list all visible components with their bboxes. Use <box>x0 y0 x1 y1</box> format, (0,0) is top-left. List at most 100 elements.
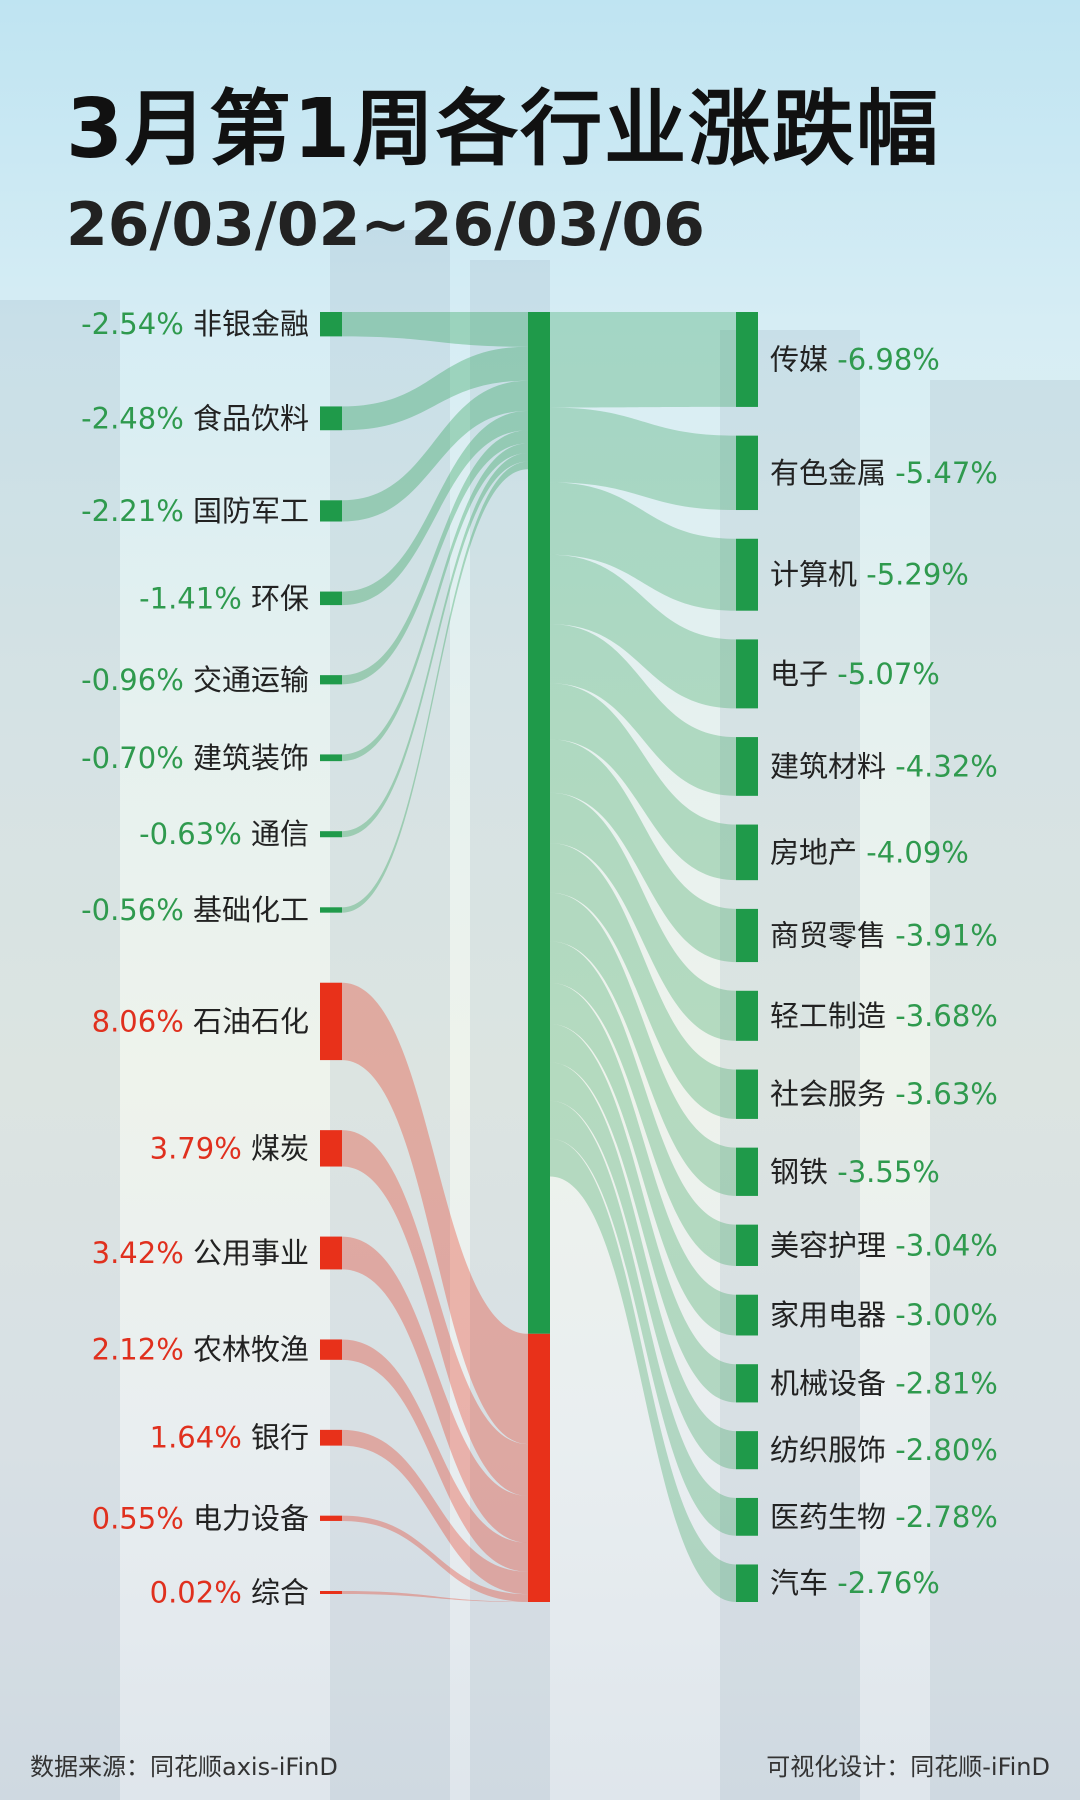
left-node-15 <box>320 1591 342 1594</box>
right-node-7 <box>736 908 758 963</box>
right-label-1: 传媒 -6.98% <box>770 342 940 376</box>
nodes <box>320 312 758 1602</box>
left-link-14 <box>342 1515 528 1602</box>
left-node-2 <box>320 406 342 431</box>
left-label-8: -0.56% 基础化工 <box>81 893 309 927</box>
right-node-4 <box>736 639 758 709</box>
right-link-5 <box>550 624 736 796</box>
data-source-note: 数据来源：同花顺axis-iFinD <box>30 1753 338 1781</box>
left-node-12 <box>320 1339 342 1360</box>
right-node-3 <box>736 538 758 611</box>
right-link-1 <box>550 312 736 408</box>
left-node-9 <box>320 982 342 1061</box>
left-link-9 <box>342 982 528 1445</box>
right-label-15: 医药生物 -2.78% <box>770 1500 998 1534</box>
left-node-14 <box>320 1515 342 1521</box>
left-label-15: 0.02% 综合 <box>150 1576 309 1610</box>
left-link-3 <box>342 380 528 522</box>
right-label-13: 机械设备 -2.81% <box>770 1366 998 1400</box>
right-label-8: 轻工制造 -3.68% <box>770 999 998 1033</box>
right-node-5 <box>736 737 758 796</box>
left-label-4: -1.41% 环保 <box>139 581 309 615</box>
right-node-10 <box>736 1147 758 1196</box>
right-node-9 <box>736 1069 758 1119</box>
right-link-3 <box>550 482 736 611</box>
left-label-13: 1.64% 银行 <box>150 1421 309 1455</box>
right-link-2 <box>550 407 736 511</box>
right-link-9 <box>550 843 736 1119</box>
left-label-14: 0.55% 电力设备 <box>92 1501 309 1535</box>
left-link-4 <box>342 410 528 606</box>
left-link-8 <box>342 461 528 913</box>
left-node-10 <box>320 1130 342 1167</box>
right-label-3: 计算机 -5.29% <box>770 558 969 592</box>
right-label-2: 有色金属 -5.47% <box>770 456 998 490</box>
right-label-6: 房地产 -4.09% <box>770 835 969 869</box>
right-link-12 <box>550 982 736 1336</box>
right-node-6 <box>736 824 758 881</box>
right-label-16: 汽车 -2.76% <box>770 1566 940 1600</box>
left-link-11 <box>342 1236 528 1543</box>
right-link-6 <box>550 683 736 881</box>
left-link-1 <box>342 312 528 347</box>
left-label-3: -2.21% 国防军工 <box>81 494 309 528</box>
left-link-6 <box>342 443 528 762</box>
right-node-8 <box>736 990 758 1041</box>
left-label-7: -0.63% 通信 <box>139 817 309 851</box>
date-range-subtitle: 26/03/02~26/03/06 <box>66 190 705 260</box>
left-node-7 <box>320 831 342 838</box>
page-title: 3月第1周各行业涨跌幅 <box>66 82 941 177</box>
left-node-6 <box>320 754 342 762</box>
left-node-13 <box>320 1429 342 1446</box>
left-link-15 <box>342 1591 528 1602</box>
left-node-1 <box>320 312 342 337</box>
right-node-16 <box>736 1564 758 1602</box>
left-link-7 <box>342 452 528 838</box>
design-credit: 可视化设计：同花顺-iFinD <box>766 1753 1050 1781</box>
right-label-12: 家用电器 -3.00% <box>770 1298 998 1332</box>
left-node-8 <box>320 907 342 913</box>
right-link-13 <box>550 1023 736 1403</box>
right-node-12 <box>736 1294 758 1336</box>
left-link-2 <box>342 346 528 431</box>
right-link-16 <box>550 1138 736 1602</box>
right-link-15 <box>550 1100 736 1536</box>
right-node-14 <box>736 1431 758 1470</box>
left-node-4 <box>320 591 342 606</box>
left-label-9: 8.06% 石油石化 <box>92 1004 309 1038</box>
right-label-11: 美容护理 -3.04% <box>770 1228 998 1262</box>
center-node-down <box>528 312 550 1334</box>
left-link-12 <box>342 1339 528 1572</box>
left-label-10: 3.79% 煤炭 <box>150 1131 309 1165</box>
left-node-11 <box>320 1236 342 1270</box>
left-label-12: 2.12% 农林牧渔 <box>92 1333 309 1367</box>
left-node-3 <box>320 500 342 522</box>
center-node-up <box>528 1333 550 1602</box>
right-label-5: 建筑材料 -4.32% <box>770 749 998 783</box>
left-label-2: -2.48% 食品饮料 <box>81 401 309 435</box>
left-label-11: 3.42% 公用事业 <box>92 1236 309 1270</box>
labels: -2.54% 非银金融 -2.48% 食品饮料 -2.21% 国防军工 -1.41% … <box>81 307 998 1609</box>
right-label-14: 纺织服饰 -2.80% <box>770 1433 998 1467</box>
left-label-5: -0.96% 交通运输 <box>81 663 309 697</box>
right-node-15 <box>736 1497 758 1536</box>
right-node-1 <box>736 312 758 407</box>
left-link-13 <box>342 1429 528 1595</box>
right-link-7 <box>550 739 736 963</box>
right-node-13 <box>736 1364 758 1403</box>
left-link-5 <box>342 430 528 685</box>
right-node-2 <box>736 435 758 511</box>
right-link-14 <box>550 1062 736 1470</box>
right-label-9: 社会服务 -3.63% <box>770 1077 998 1111</box>
right-link-10 <box>550 892 736 1196</box>
right-label-7: 商贸零售 -3.91% <box>770 918 998 952</box>
right-link-4 <box>550 554 736 709</box>
left-node-5 <box>320 675 342 685</box>
left-label-1: -2.54% 非银金融 <box>81 307 309 341</box>
left-label-6: -0.70% 建筑装饰 <box>81 741 309 775</box>
left-link-10 <box>342 1130 528 1496</box>
right-link-8 <box>550 792 736 1041</box>
right-label-10: 钢铁 -3.55% <box>770 1155 940 1189</box>
right-link-11 <box>550 941 736 1266</box>
